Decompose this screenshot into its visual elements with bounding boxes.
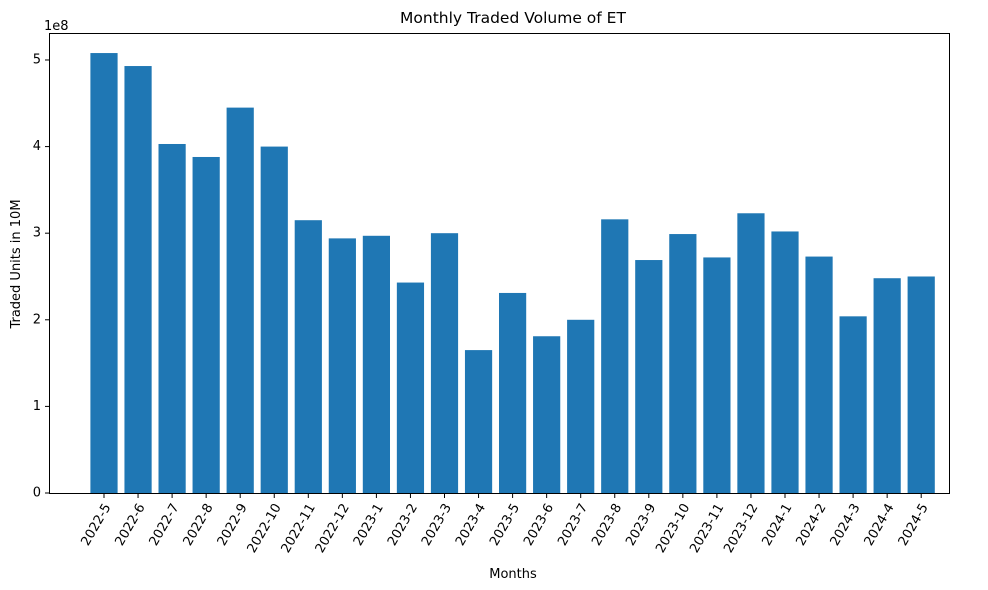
x-tick-label: 2022-5 (78, 501, 114, 548)
bar-2024-2 (805, 256, 833, 493)
bar-2023-2 (396, 282, 425, 493)
x-tick-label: 2022-9 (215, 501, 251, 548)
y-tick-label: 4 (33, 139, 41, 154)
y-tick-label: 2 (33, 312, 41, 327)
x-tick-label: 2023-2 (385, 501, 421, 548)
bar-2022-8 (192, 156, 220, 494)
x-tick-label: 2023-5 (487, 501, 523, 548)
x-tick-label: 2022-6 (113, 501, 149, 548)
bar-2022-5 (90, 53, 118, 494)
x-tick-label: 2024-1 (759, 501, 795, 548)
chart-title: Monthly Traded Volume of ET (400, 9, 626, 27)
x-tick-label: 2022-8 (181, 501, 217, 548)
y-axis-offset-label: 1e8 (44, 19, 69, 34)
bar-2023-4 (464, 350, 493, 493)
plot-frame (49, 33, 950, 494)
x-tick-label: 2024-5 (896, 501, 932, 548)
y-tick-label: 3 (33, 226, 41, 241)
bar-2023-3 (430, 233, 459, 493)
bars (90, 53, 935, 494)
y-axis-title: Traded Units in 10M (9, 199, 24, 329)
x-tick-label: 2023-9 (623, 501, 659, 548)
bar-2023-1 (362, 235, 390, 494)
x-tick-label: 2023-1 (351, 501, 387, 548)
x-tick-label: 2023-3 (419, 501, 455, 548)
bar-2022-11 (294, 220, 322, 493)
bar-2023-10 (669, 234, 697, 494)
bar-2022-9 (226, 107, 254, 494)
x-tick-label: 2023-7 (555, 501, 591, 548)
x-tick-label: 2022-12 (313, 501, 353, 556)
bar-2023-8 (601, 219, 629, 493)
bar-2022-12 (328, 238, 356, 493)
x-tick-label: 2023-6 (521, 501, 557, 548)
y-tick-label: 1 (33, 399, 41, 414)
bar-2022-10 (260, 146, 288, 493)
x-tick-label: 2024-3 (828, 501, 864, 548)
y-tick-label: 5 (33, 52, 41, 67)
bar-2023-7 (567, 319, 595, 493)
bar-2024-3 (839, 316, 867, 493)
x-axis-title: Months (489, 567, 537, 582)
bar-2023-11 (703, 257, 731, 493)
bar-2023-9 (635, 260, 663, 493)
x-tick-label: 2024-2 (794, 501, 830, 548)
bar-2023-6 (533, 336, 561, 493)
bar-2022-7 (158, 143, 186, 494)
bar-2023-5 (499, 292, 527, 493)
x-tick-label: 2023-8 (589, 501, 625, 548)
x-tick-label: 2024-4 (862, 501, 898, 548)
bar-2022-6 (124, 66, 152, 493)
x-tick-label: 2023-12 (721, 501, 761, 556)
bar-2024-5 (907, 276, 935, 493)
bar-2024-1 (771, 231, 799, 493)
y-tick-label: 0 (33, 486, 41, 501)
bar-2023-12 (737, 213, 765, 493)
bar-2024-4 (873, 278, 901, 493)
x-tick-label: 2023-4 (453, 501, 489, 548)
x-tick-label: 2022-7 (147, 501, 183, 548)
